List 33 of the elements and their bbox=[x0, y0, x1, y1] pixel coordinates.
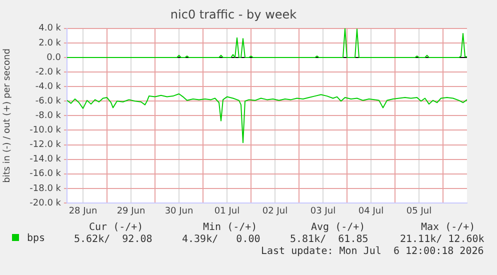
text: Cur (-/+) bbox=[89, 222, 144, 234]
y-tick-label: 0.0 bbox=[46, 52, 62, 63]
x-tick-label: 02 Jul bbox=[262, 206, 288, 217]
text: 5.81k/ 61.85 bbox=[290, 234, 368, 246]
text: 21.11k/ 12.60k bbox=[400, 234, 484, 246]
y-tick-label: -12.0 k bbox=[30, 140, 62, 150]
legend-label: bps bbox=[26, 233, 46, 244]
x-tick-label: 01 Jul bbox=[214, 206, 240, 217]
x-tick-label: 05 Jul bbox=[406, 206, 432, 217]
y-tick-label: -2.0 k bbox=[35, 67, 62, 78]
chart-title: nic0 traffic - by week bbox=[170, 7, 297, 22]
y-tick-label: -18.0 k bbox=[30, 184, 62, 194]
text: 4.39k/ 0.00 bbox=[182, 234, 260, 246]
y-tick-label: -6.0 k bbox=[35, 96, 62, 106]
text: Last update: Mon Jul 6 12:00:18 2026 bbox=[261, 246, 484, 258]
x-tick-label: 28 Jun bbox=[68, 206, 98, 217]
y-tick-label: 4.0 k bbox=[38, 24, 62, 34]
y-tick-label: 2.0 k bbox=[38, 38, 62, 48]
text: Min (-/+) bbox=[203, 222, 258, 234]
text: Avg (-/+) bbox=[311, 222, 366, 234]
y-axis-title: bits in (-) / out (+) per second bbox=[2, 48, 13, 183]
text: 5.62k/ 92.08 bbox=[74, 234, 152, 246]
y-tick-label: -10.0 k bbox=[30, 126, 62, 136]
y-tick-label: -8.0 k bbox=[35, 111, 62, 122]
x-tick-label: 30 Jun bbox=[164, 206, 194, 217]
y-tick-label: -16.0 k bbox=[30, 169, 62, 180]
text: Max (-/+) bbox=[421, 222, 476, 234]
x-tick-label: 04 Jul bbox=[358, 206, 384, 217]
y-tick-label: -20.0 k bbox=[30, 198, 62, 208]
x-tick-label: 29 Jun bbox=[116, 206, 146, 217]
y-tick-label: -4.0 k bbox=[35, 82, 62, 92]
x-tick-label: 03 Jul bbox=[310, 206, 336, 217]
y-tick-label: -14.0 k bbox=[30, 154, 62, 165]
